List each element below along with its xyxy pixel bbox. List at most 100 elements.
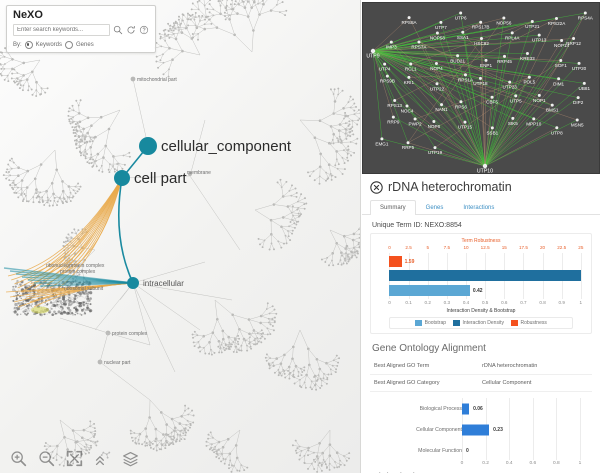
gene-node[interactable] bbox=[478, 76, 482, 80]
gene-network-canvas[interactable]: RPS8A UTP7 UTP6 RPS17B NOP56 UTP21 RPS22A RPS4A… bbox=[363, 3, 599, 173]
gene-node[interactable] bbox=[370, 48, 376, 54]
gene-node[interactable] bbox=[560, 39, 564, 43]
gene-node[interactable] bbox=[463, 120, 467, 124]
gene-node[interactable] bbox=[510, 31, 514, 35]
collapse-network-icon[interactable] bbox=[94, 450, 111, 467]
search-panel[interactable]: NeXO By: Keywords Genes bbox=[6, 5, 156, 53]
gene-node[interactable] bbox=[434, 62, 438, 66]
gene-node[interactable] bbox=[461, 30, 465, 34]
gene-node[interactable] bbox=[537, 33, 541, 37]
detail-tabs[interactable]: Summary Genes Interactions bbox=[362, 199, 600, 215]
gene-node[interactable] bbox=[576, 96, 580, 100]
gene-node[interactable] bbox=[557, 77, 561, 81]
gene-node[interactable] bbox=[435, 31, 439, 35]
chart1-legend-entry[interactable]: Interaction Density bbox=[453, 320, 504, 326]
search-icon[interactable] bbox=[113, 25, 123, 35]
gene-node[interactable] bbox=[380, 137, 384, 141]
tab-summary[interactable]: Summary bbox=[370, 200, 416, 215]
search-by-row[interactable]: By: Keywords Genes bbox=[13, 41, 149, 49]
gene-node[interactable] bbox=[502, 16, 506, 20]
gene-node[interactable] bbox=[391, 115, 395, 119]
gene-node[interactable] bbox=[525, 52, 529, 56]
gene-node[interactable] bbox=[406, 141, 410, 145]
gene-node[interactable] bbox=[490, 95, 494, 99]
gene-node[interactable] bbox=[435, 82, 439, 86]
radio-genes[interactable] bbox=[65, 41, 74, 49]
tab-genes[interactable]: Genes bbox=[425, 205, 444, 211]
gene-node[interactable] bbox=[413, 117, 417, 121]
gene-node[interactable] bbox=[583, 11, 587, 15]
gene-node[interactable] bbox=[479, 20, 483, 24]
gene-node[interactable] bbox=[479, 37, 483, 41]
gene-node[interactable] bbox=[456, 54, 460, 58]
gene-node[interactable] bbox=[532, 117, 536, 121]
gene-node[interactable] bbox=[459, 100, 463, 104]
gene-node[interactable] bbox=[572, 37, 576, 41]
fit-screen-icon[interactable] bbox=[66, 450, 83, 467]
zoom-in-icon[interactable] bbox=[10, 450, 27, 467]
gene-node[interactable] bbox=[555, 126, 559, 130]
zoom-out-icon[interactable] bbox=[38, 450, 55, 467]
gene-node[interactable] bbox=[575, 118, 579, 122]
app-title: NeXO bbox=[13, 9, 43, 21]
chart1-legend-entry[interactable]: Robustness bbox=[510, 320, 547, 326]
graph-node-highlighted[interactable] bbox=[127, 277, 139, 289]
gene-node[interactable] bbox=[385, 74, 389, 78]
graph-node-highlighted[interactable] bbox=[139, 137, 157, 155]
gene-node[interactable] bbox=[409, 62, 413, 66]
gene-node[interactable] bbox=[577, 61, 581, 65]
tab-interactions[interactable]: Interactions bbox=[463, 205, 495, 211]
gene-node[interactable] bbox=[405, 104, 409, 108]
gene-node[interactable] bbox=[582, 81, 586, 85]
gene-node[interactable] bbox=[389, 40, 393, 44]
gene-node[interactable] bbox=[514, 94, 518, 98]
gene-node[interactable] bbox=[407, 75, 411, 79]
gene-node[interactable] bbox=[440, 103, 444, 107]
chart2-bar bbox=[462, 403, 470, 415]
gene-node[interactable] bbox=[484, 58, 488, 62]
gene-node-label: KRE33 bbox=[520, 56, 535, 61]
gene-node[interactable] bbox=[537, 93, 541, 97]
gene-node[interactable] bbox=[530, 20, 534, 24]
gene-node-label: EMG1 bbox=[375, 141, 388, 146]
gene-node[interactable] bbox=[433, 146, 437, 150]
gene-node[interactable] bbox=[463, 73, 467, 77]
refresh-icon[interactable] bbox=[126, 25, 136, 35]
gene-node[interactable] bbox=[407, 16, 411, 20]
gene-node[interactable] bbox=[383, 62, 387, 66]
gene-node-label: DIP2 bbox=[573, 100, 584, 105]
search-row[interactable] bbox=[13, 24, 149, 36]
gene-node[interactable] bbox=[482, 163, 488, 169]
gene-node[interactable] bbox=[417, 40, 421, 44]
chart1-top-tick: 5 bbox=[426, 245, 430, 250]
gene-node[interactable] bbox=[432, 120, 436, 124]
gene-node[interactable] bbox=[508, 80, 512, 84]
gene-network-panel[interactable]: RPS8A UTP7 UTP6 RPS17B NOP56 UTP21 RPS22A RPS4A… bbox=[362, 2, 600, 174]
gene-node-label: UTP7 bbox=[435, 25, 447, 30]
gene-node[interactable] bbox=[439, 20, 443, 24]
gene-node[interactable] bbox=[527, 75, 531, 79]
gene-node-label: RPS8A bbox=[402, 20, 418, 25]
gene-node[interactable] bbox=[459, 11, 463, 15]
gene-node[interactable] bbox=[393, 99, 397, 103]
help-icon[interactable] bbox=[139, 25, 149, 35]
unique-term-id: Unique Term ID: NEXO:8854 bbox=[372, 222, 462, 229]
graph-node-highlighted[interactable] bbox=[114, 170, 130, 186]
chart1-bottom-ticks: 0 0.1 0.2 0.3 0.4 0.5 0.6 0.7 0.8 0.9 1 bbox=[377, 300, 585, 307]
gene-node[interactable] bbox=[554, 16, 558, 20]
graph-node-label: cellular_component bbox=[161, 138, 292, 155]
graph-toolbar[interactable] bbox=[0, 443, 360, 473]
ontology-graph-panel[interactable]: cellular_component cell part intracellular… bbox=[0, 0, 361, 473]
search-input[interactable] bbox=[13, 24, 110, 36]
gene-node[interactable] bbox=[490, 126, 494, 130]
term-detail-panel[interactable]: rDNA heterochromatin Summary Genes Inter… bbox=[362, 174, 600, 473]
gene-node[interactable] bbox=[550, 103, 554, 107]
close-circle-icon[interactable] bbox=[370, 180, 383, 194]
radio-keywords[interactable] bbox=[24, 41, 33, 49]
gene-node[interactable] bbox=[559, 59, 563, 63]
gene-node[interactable] bbox=[511, 116, 515, 120]
layers-icon[interactable] bbox=[122, 450, 139, 467]
gene-node[interactable] bbox=[502, 54, 506, 58]
chart1-legend-entry[interactable]: Bootstrap bbox=[415, 320, 446, 326]
